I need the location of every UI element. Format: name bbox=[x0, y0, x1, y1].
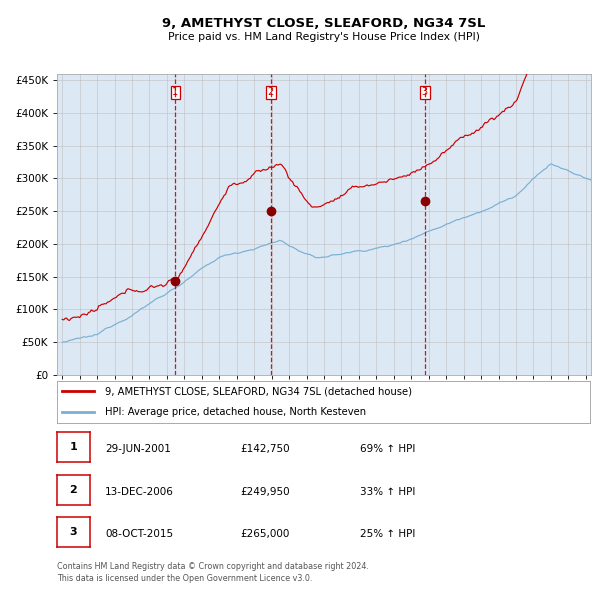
Text: Contains HM Land Registry data © Crown copyright and database right 2024.: Contains HM Land Registry data © Crown c… bbox=[57, 562, 369, 571]
Text: 9, AMETHYST CLOSE, SLEAFORD, NG34 7SL (detached house): 9, AMETHYST CLOSE, SLEAFORD, NG34 7SL (d… bbox=[105, 386, 412, 396]
Text: 13-DEC-2006: 13-DEC-2006 bbox=[105, 487, 174, 497]
Text: This data is licensed under the Open Government Licence v3.0.: This data is licensed under the Open Gov… bbox=[57, 574, 313, 583]
Text: 33% ↑ HPI: 33% ↑ HPI bbox=[360, 487, 415, 497]
Text: Price paid vs. HM Land Registry's House Price Index (HPI): Price paid vs. HM Land Registry's House … bbox=[168, 32, 480, 42]
Text: 3: 3 bbox=[422, 87, 428, 97]
Text: 69% ↑ HPI: 69% ↑ HPI bbox=[360, 444, 415, 454]
Text: 2: 2 bbox=[70, 485, 77, 494]
Text: 3: 3 bbox=[70, 527, 77, 537]
Text: 29-JUN-2001: 29-JUN-2001 bbox=[105, 444, 171, 454]
Text: 1: 1 bbox=[172, 87, 179, 97]
Text: £249,950: £249,950 bbox=[240, 487, 290, 497]
Text: 9, AMETHYST CLOSE, SLEAFORD, NG34 7SL: 9, AMETHYST CLOSE, SLEAFORD, NG34 7SL bbox=[163, 17, 485, 30]
Text: 08-OCT-2015: 08-OCT-2015 bbox=[105, 529, 173, 539]
Text: 1: 1 bbox=[70, 442, 77, 452]
Text: HPI: Average price, detached house, North Kesteven: HPI: Average price, detached house, Nort… bbox=[105, 408, 366, 417]
Text: £142,750: £142,750 bbox=[240, 444, 290, 454]
Text: 2: 2 bbox=[268, 87, 274, 97]
Text: £265,000: £265,000 bbox=[240, 529, 289, 539]
Text: 25% ↑ HPI: 25% ↑ HPI bbox=[360, 529, 415, 539]
